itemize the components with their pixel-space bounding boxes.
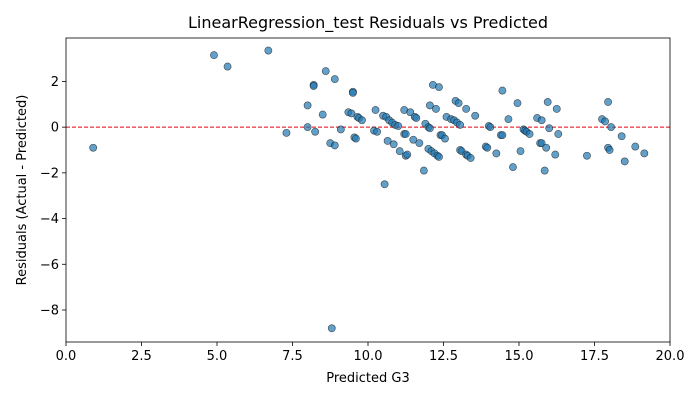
x-axis-label: Predicted G3: [326, 371, 410, 386]
data-point: [395, 147, 404, 156]
data-point: [403, 150, 412, 159]
data-point: [352, 134, 360, 143]
data-point: [607, 123, 616, 132]
data-point: [509, 163, 517, 172]
data-point: [348, 88, 357, 97]
y-tick-label: −6: [40, 258, 59, 273]
y-tick-label: −2: [40, 166, 59, 181]
data-point: [371, 106, 380, 114]
data-point: [552, 104, 561, 113]
data-point: [542, 143, 551, 152]
x-tick-label: 7.5: [282, 349, 303, 364]
x-tick-label: 10.0: [354, 349, 383, 364]
data-point: [380, 180, 389, 189]
axis-ticks: 0.0 2.5 5.0 7.5 10.0 12.5 15.0 17.5 20.0 −8 −6 −4 −2…: [40, 75, 685, 364]
data-point: [303, 101, 312, 110]
data-point: [311, 127, 320, 136]
data-point: [486, 123, 495, 132]
data-point: [543, 98, 552, 106]
x-tick-label: 15.0: [505, 349, 534, 364]
data-point: [504, 115, 513, 124]
data-point: [282, 128, 291, 137]
data-point: [466, 154, 475, 162]
data-point: [551, 150, 560, 159]
data-point: [583, 151, 591, 160]
data-point: [415, 139, 424, 148]
y-axis-label: Residuals (Actual - Predicted): [15, 95, 30, 286]
data-point: [210, 51, 218, 60]
data-point: [620, 157, 629, 166]
plot-frame: [65, 37, 671, 343]
x-tick-label: 2.5: [131, 349, 152, 364]
data-point: [617, 132, 626, 141]
data-point: [435, 152, 443, 161]
data-point: [498, 131, 507, 140]
data-point: [327, 324, 336, 333]
data-point: [264, 46, 273, 55]
data-point: [640, 149, 649, 158]
data-point: [336, 125, 345, 134]
data-point: [426, 124, 434, 133]
data-point: [537, 116, 546, 125]
x-tick-label: 20.0: [656, 349, 685, 364]
data-point: [545, 124, 554, 133]
x-tick-label: 0.0: [56, 349, 77, 364]
data-point: [604, 98, 612, 106]
data-point: [394, 122, 403, 130]
data-point: [409, 135, 418, 144]
x-tick-label: 17.5: [580, 349, 609, 364]
data-point: [492, 149, 501, 158]
data-point: [89, 143, 98, 152]
y-tick-label: 0: [51, 121, 59, 136]
data-point: [498, 86, 507, 95]
data-point: [321, 67, 330, 76]
data-point: [605, 146, 614, 154]
data-point: [426, 101, 434, 110]
data-point: [223, 62, 232, 71]
data-point: [318, 110, 327, 119]
data-point: [389, 140, 398, 149]
data-point: [456, 120, 465, 129]
y-tick-label: −4: [40, 212, 59, 227]
y-tick-label: 2: [51, 75, 59, 90]
data-point: [401, 130, 410, 138]
y-tick-label: −8: [40, 304, 59, 319]
data-point: [419, 166, 428, 175]
data-point: [303, 123, 312, 132]
data-point: [358, 116, 366, 125]
data-point: [373, 127, 381, 136]
data-point: [462, 104, 471, 113]
x-tick-label: 5.0: [207, 349, 228, 364]
data-point: [516, 147, 525, 156]
data-point: [432, 104, 440, 113]
data-point: [435, 83, 443, 92]
data-point: [412, 114, 421, 122]
data-point: [540, 166, 549, 175]
data-point: [383, 136, 392, 145]
data-point: [330, 141, 339, 150]
data-point: [601, 117, 609, 126]
data-point: [471, 111, 480, 120]
data-point: [309, 82, 318, 90]
data-point: [441, 134, 449, 143]
data-point: [347, 109, 356, 118]
data-point: [483, 143, 492, 152]
data-point: [454, 99, 463, 108]
data-point: [631, 142, 640, 151]
chart-title: LinearRegression_test Residuals vs Predi…: [188, 13, 548, 33]
data-point: [525, 130, 534, 138]
data-point: [513, 99, 522, 108]
data-point: [554, 130, 563, 138]
data-point: [330, 75, 339, 84]
x-tick-label: 12.5: [429, 349, 458, 364]
data-points: [89, 46, 649, 333]
